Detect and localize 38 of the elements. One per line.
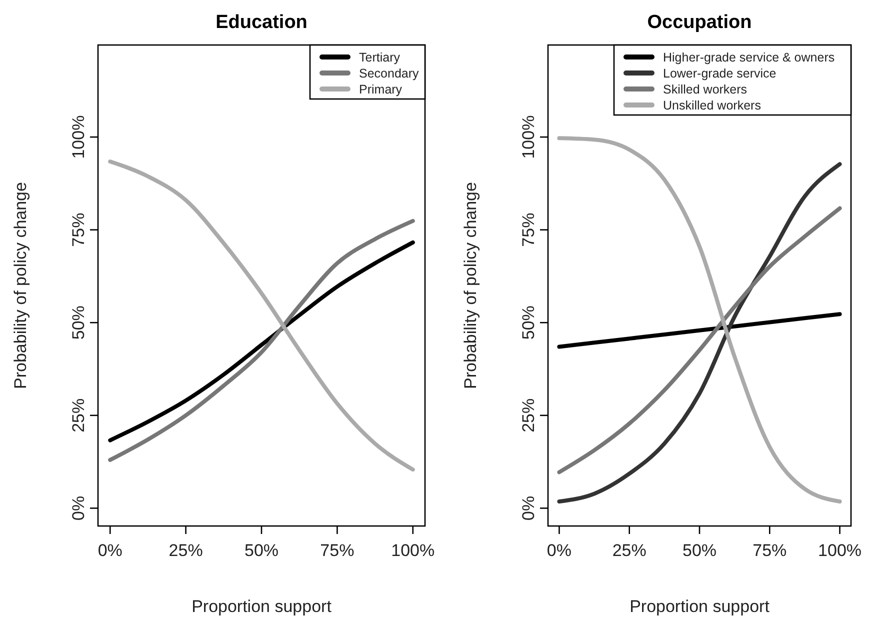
y-tick-label: 0% bbox=[519, 496, 538, 520]
line-series bbox=[557, 312, 842, 349]
x-tick-label: 0% bbox=[546, 541, 572, 560]
y-tick-label: 50% bbox=[519, 306, 538, 340]
x-axis-title: Proportion support bbox=[192, 597, 332, 616]
legend-label: Primary bbox=[359, 82, 403, 96]
y-tick-label: 25% bbox=[519, 398, 538, 432]
y-tick-label: 75% bbox=[519, 212, 538, 247]
line-series bbox=[108, 160, 415, 472]
y-axis-title: Probability of policy change bbox=[461, 182, 480, 389]
y-tick-label: 75% bbox=[69, 212, 88, 247]
x-tick-label: 50% bbox=[244, 541, 279, 560]
line-series bbox=[557, 206, 842, 474]
legend-label: Skilled workers bbox=[663, 82, 748, 96]
x-tick-label: 0% bbox=[98, 541, 122, 560]
legend-label: Unskilled workers bbox=[663, 98, 761, 112]
line-series bbox=[108, 218, 415, 462]
x-tick-label: 25% bbox=[612, 541, 646, 560]
x-tick-label: 75% bbox=[320, 541, 354, 560]
x-tick-label: 75% bbox=[752, 541, 787, 560]
y-tick-label: 50% bbox=[69, 306, 88, 340]
legend-label: Higher-grade service & owners bbox=[663, 50, 835, 64]
chart-title: Education bbox=[216, 12, 308, 33]
y-tick-label: 100% bbox=[519, 115, 538, 159]
y-axis-title: Probability of policy change bbox=[11, 182, 30, 389]
x-tick-label: 25% bbox=[168, 541, 203, 560]
legend-label: Tertiary bbox=[359, 50, 401, 64]
chart-title: Occupation bbox=[647, 12, 752, 33]
x-axis-title: Proportion support bbox=[630, 597, 770, 616]
line-series bbox=[108, 240, 415, 442]
x-tick-label: 100% bbox=[818, 541, 862, 560]
y-tick-label: 25% bbox=[69, 398, 88, 432]
legend-label: Lower-grade service bbox=[663, 66, 776, 80]
x-tick-label: 50% bbox=[682, 541, 717, 560]
y-tick-label: 100% bbox=[69, 115, 88, 159]
x-tick-label: 100% bbox=[391, 541, 435, 560]
legend-label: Secondary bbox=[359, 66, 420, 80]
y-tick-label: 0% bbox=[69, 496, 88, 520]
